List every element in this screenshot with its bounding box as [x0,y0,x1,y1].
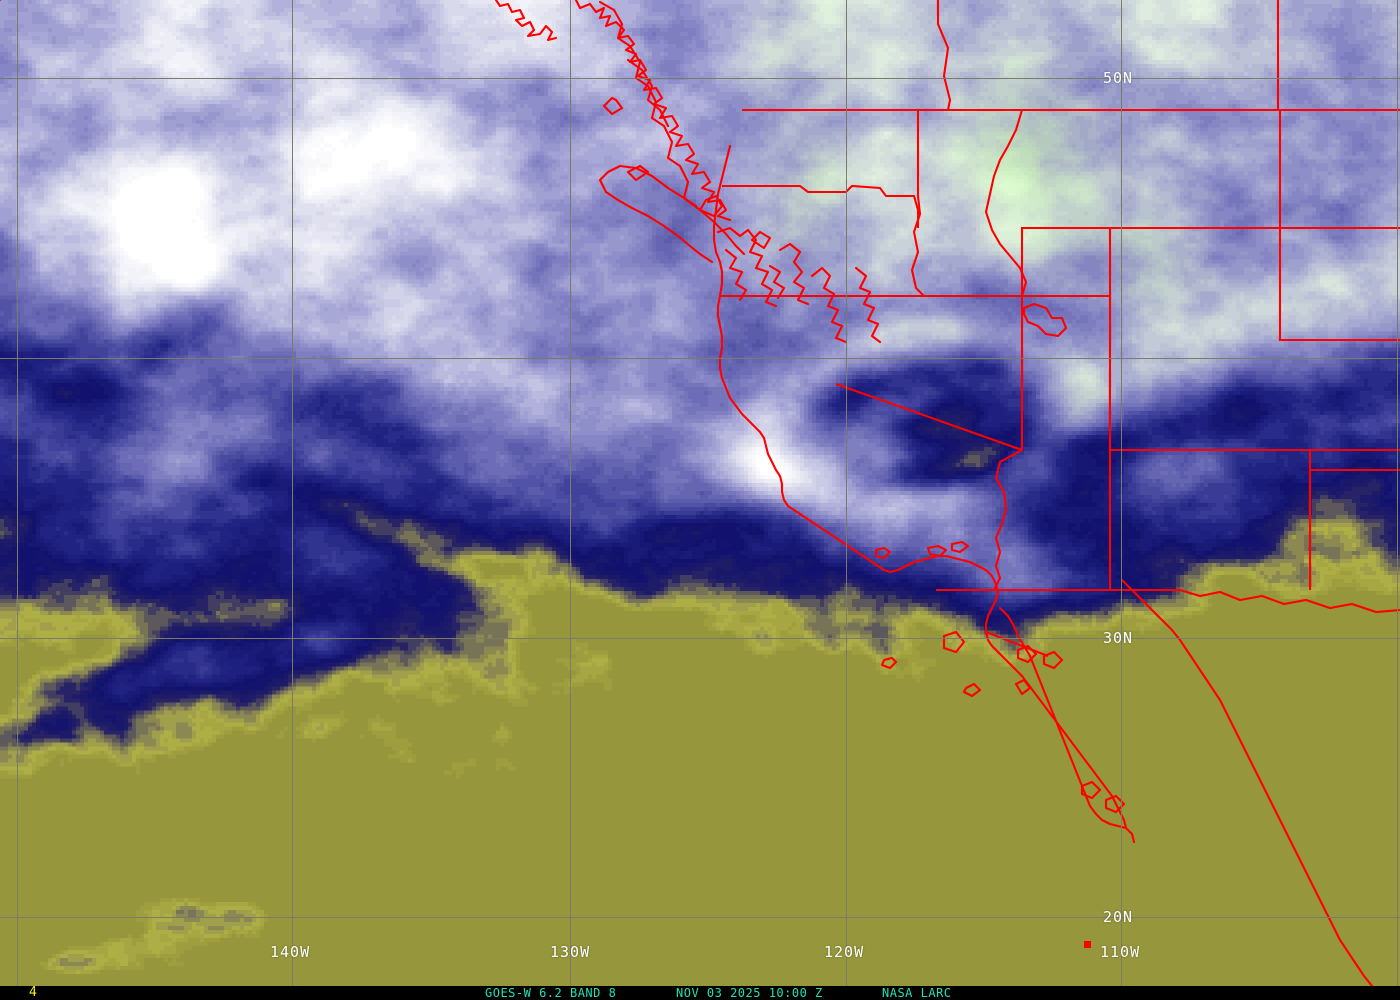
border-california-arizona [993,523,1003,591]
border-nevada-arizona [994,449,1023,525]
lat-label-50n: 50N [1103,69,1134,87]
station-marker-dot [1084,941,1091,948]
border-bc-alberta [936,0,952,111]
coastline-us-west [712,144,892,574]
gridline-vertical [1121,0,1122,986]
banner-timestamp: NOV 03 2025 10:00 Z [676,986,823,1000]
gridline-horizontal [0,638,1400,639]
border-washington-oregon [722,184,920,228]
border-mexico-states [1308,468,1400,590]
gridline-horizontal [0,78,1400,79]
coastline-vancouver-island-main [598,164,746,264]
coastline-southern-california [888,554,1128,830]
info-banner: GOES-W 6.2 BAND 8 NOV 03 2025 10:00 Z NA… [0,986,1400,1000]
frame-number: 4 [29,985,37,1000]
gridline-vertical [570,0,571,986]
gridline-vertical [292,0,293,986]
coastline-vancouver-island [598,0,698,208]
border-wyoming-south-dakota [1278,228,1400,342]
coastline-salton-sea [942,630,966,654]
border-baja-norte-sur [985,631,1049,657]
border-oregon-idaho [910,195,1022,298]
lat-label-20n: 20N [1103,908,1134,926]
coastline-puget-sound [716,226,882,344]
gridline-vertical [846,0,847,986]
gridline-vertical [17,0,18,986]
lon-label-130w: 130W [550,943,591,961]
coastline-channel-islands [874,540,982,698]
border-idaho-montana [984,109,1028,297]
lat-label-30n: 30N [1103,629,1134,647]
lon-label-140w: 140W [270,943,311,961]
coastline-gulf-islands [1014,644,1126,814]
gridline-horizontal [0,917,1400,918]
lon-label-110w: 110W [1100,943,1141,961]
banner-product-label: GOES-W 6.2 BAND 8 [485,986,617,1000]
banner-source-label: NASA LARC [882,986,952,1000]
gridline-vertical [1397,0,1398,986]
lon-label-120w: 120W [824,943,865,961]
coastline-baja-gulf [998,606,1136,844]
coastline-great-salt-lake [1022,302,1068,338]
gridline-horizontal [0,358,1400,359]
coastline-british-columbia [494,0,732,222]
border-nevada-california [835,383,1023,451]
